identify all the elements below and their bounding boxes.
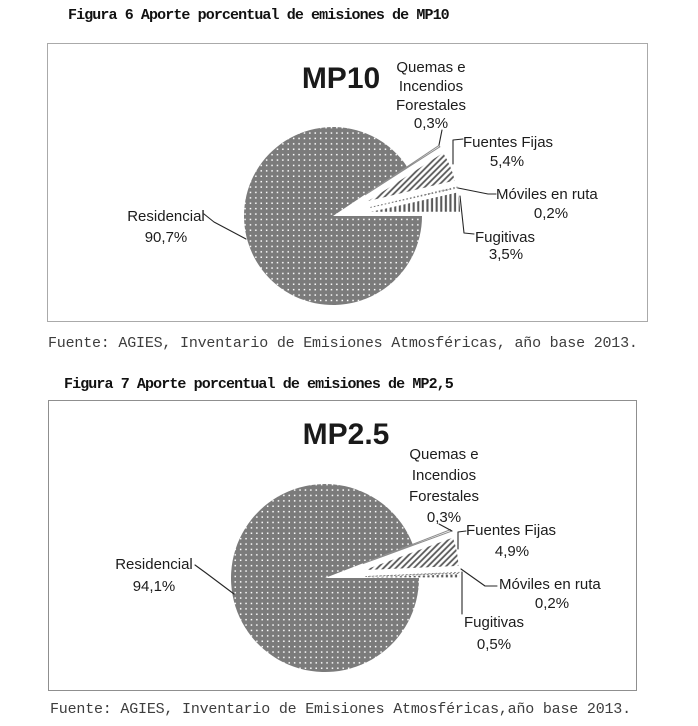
slice-value-residencial: 94,1%	[133, 578, 176, 595]
leader-line-residencial	[194, 564, 235, 595]
mp25-pie-chart: Residencial 94,1% Quemas e Incendios Foresta…	[115, 418, 601, 673]
slice-label-quemas-e-incendios-forestales: Forestales	[396, 97, 466, 114]
leader-line-fugitivas	[459, 195, 475, 235]
pie-slice-mo-viles-en-ruta	[365, 571, 460, 577]
slice-label-fugitivas: Fugitivas	[464, 614, 524, 631]
figure7-chart-frame: Residencial 94,1% Quemas e Incendios Foresta…	[48, 400, 637, 691]
leader-line-fuentes-fijas	[457, 530, 467, 550]
slice-label-quemas-e-incendios-forestales: Quemas e	[396, 59, 465, 76]
slice-value-quemas-e-incendios-forestales: 0,3%	[414, 115, 448, 132]
slice-value-fugitivas: 0,5%	[477, 636, 511, 653]
chart-title: MP2.5	[303, 418, 390, 451]
leader-line-mo-viles-en-ruta	[457, 187, 497, 195]
pie-slice-fuentes-fijas	[364, 537, 459, 571]
slice-label-fuentes-fijas: Fuentes Fijas	[466, 522, 556, 539]
slice-label-fugitivas: Fugitivas	[475, 229, 535, 246]
slice-label-fuentes-fijas: Fuentes Fijas	[463, 134, 553, 151]
leader-line-fuentes-fijas	[452, 138, 464, 165]
slice-value-fuentes-fijas: 4,9%	[495, 543, 529, 560]
figure6-chart-frame: Residencial 90,7% Quemas e Incendios Foresta…	[47, 43, 648, 322]
slice-value-fugitivas: 3,5%	[489, 246, 523, 263]
leader-line-quemas-e-incendios-forestales	[438, 129, 443, 146]
figure7-caption: Figura 7 Aporte porcentual de emisiones …	[64, 376, 454, 393]
pie-slice-residencial	[230, 484, 419, 673]
pie-slice-fugitivas	[365, 574, 460, 578]
slice-label-mo-viles-en-ruta: Móviles en ruta	[499, 576, 601, 593]
slice-value-residencial: 90,7%	[145, 229, 188, 246]
slice-label-residencial: Residencial	[115, 556, 193, 573]
leader-line-mo-viles-en-ruta	[460, 568, 498, 587]
figure7-source-note: Fuente: AGIES, Inventario de Emisiones A…	[50, 701, 631, 718]
slice-label-residencial: Residencial	[127, 208, 205, 225]
slice-label-quemas-e-incendios-forestales: Quemas e	[409, 446, 478, 463]
mp10-pie-chart: Residencial 90,7% Quemas e Incendios Foresta…	[127, 59, 598, 306]
leader-line-quemas-e-incendios-forestales	[438, 523, 453, 532]
slice-label-mo-viles-en-ruta: Móviles en ruta	[496, 186, 598, 203]
chart-title: MP10	[302, 62, 380, 95]
slice-label-quemas-e-incendios-forestales: Incendios	[412, 467, 476, 484]
slice-value-quemas-e-incendios-forestales: 0,3%	[427, 509, 461, 526]
slice-value-mo-viles-en-ruta: 0,2%	[534, 205, 568, 222]
slice-value-mo-viles-en-ruta: 0,2%	[535, 595, 569, 612]
pie-slice-fugitivas	[371, 192, 461, 212]
leader-line-residencial	[203, 213, 247, 240]
slice-label-quemas-e-incendios-forestales: Incendios	[399, 78, 463, 95]
slice-label-quemas-e-incendios-forestales: Forestales	[409, 488, 479, 505]
pie-slice-mo-viles-en-ruta	[370, 186, 458, 208]
pie-slice-residencial	[243, 127, 423, 306]
figure6-caption: Figura 6 Aporte porcentual de emisiones …	[68, 7, 450, 24]
pie-slice-fuentes-fijas	[368, 152, 455, 202]
figure6-source-note: Fuente: AGIES, Inventario de Emisiones A…	[48, 335, 638, 352]
slice-value-fuentes-fijas: 5,4%	[490, 153, 524, 170]
